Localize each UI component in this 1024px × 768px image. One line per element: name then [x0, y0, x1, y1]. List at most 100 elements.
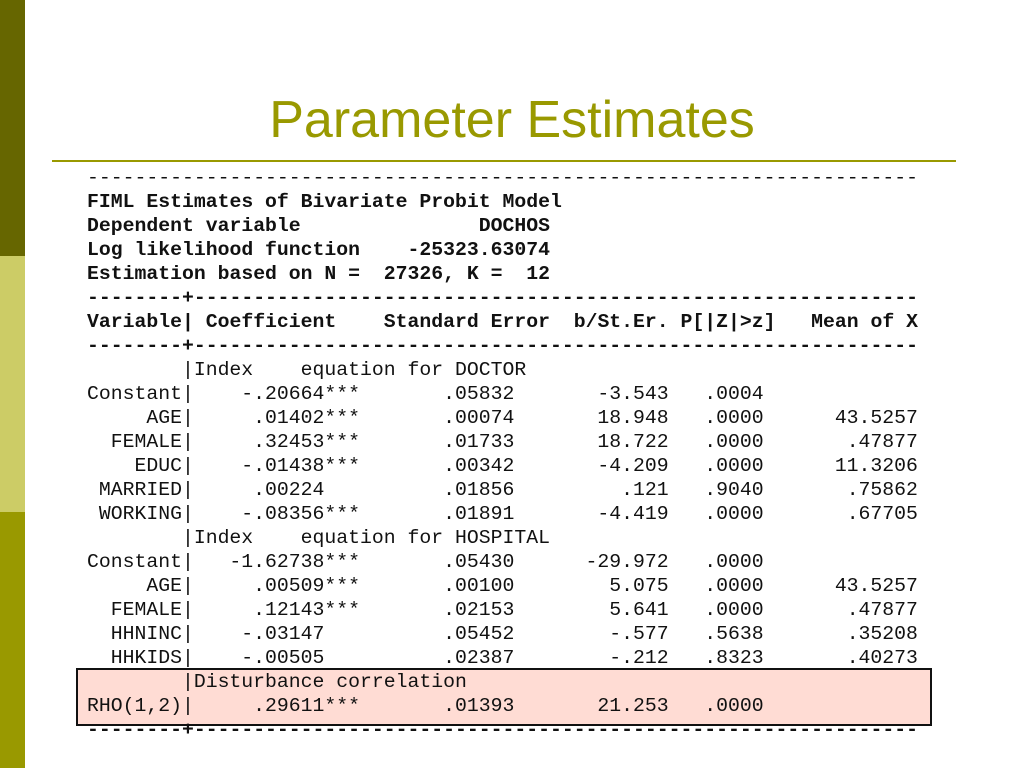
column-divider: |: [181, 383, 194, 405]
coefficient: .32453: [253, 431, 325, 453]
column-divider: |: [181, 695, 194, 717]
z-statistic: 18.722: [597, 431, 669, 453]
column-divider: |: [181, 431, 194, 453]
mean-of-x: 43.5257: [834, 407, 918, 429]
z-statistic: 18.948: [597, 407, 669, 429]
significance-stars: ***: [324, 455, 361, 477]
table-row: HHNINC | -.03147 .05452 -.577 .5638 .35208: [87, 622, 918, 646]
table-row: Constant | -1.62738 *** .05430 -29.972 .0000: [87, 550, 918, 574]
p-value: .0000: [704, 455, 764, 477]
variable-name: AGE: [146, 407, 182, 429]
p-value: .8323: [704, 647, 764, 669]
z-statistic: 5.075: [609, 575, 669, 597]
column-divider: |: [181, 599, 194, 621]
p-value: .9040: [704, 479, 764, 501]
p-value: .0000: [704, 551, 764, 573]
sidebar-accent-dark: [0, 0, 25, 256]
separator-line: --------+-------------------------------…: [87, 335, 918, 357]
slide-title: Parameter Estimates: [269, 91, 755, 149]
column-divider: |: [181, 407, 194, 429]
z-statistic: -3.543: [597, 383, 669, 405]
column-divider: |: [181, 623, 194, 645]
section-label: |Index equation for HOSPITAL: [181, 527, 550, 549]
variable-name: FEMALE: [110, 599, 182, 621]
standard-error: .01393: [443, 695, 515, 717]
z-statistic: -.577: [609, 623, 669, 645]
coefficient: .01402: [253, 407, 325, 429]
standard-error: .02387: [443, 647, 515, 669]
standard-error: .05452: [443, 623, 515, 645]
standard-error: .05430: [443, 551, 515, 573]
z-statistic: 5.641: [609, 599, 669, 621]
z-statistic: -4.419: [597, 503, 669, 525]
table-row: RHO(1,2) | .29611 *** .01393 21.253 .0000: [87, 694, 918, 718]
variable-name: Constant: [87, 383, 182, 405]
standard-error: .02153: [443, 599, 515, 621]
p-value: .0000: [704, 599, 764, 621]
variable-name: EDUC: [134, 455, 182, 477]
standard-error: .05832: [443, 383, 515, 405]
dash-line: --------+-------------------------------…: [87, 719, 918, 741]
column-divider: |: [181, 575, 194, 597]
p-value: .0000: [704, 575, 764, 597]
p-value: .0000: [704, 695, 764, 717]
variable-name: MARRIED: [98, 479, 182, 501]
significance-stars: ***: [324, 599, 361, 621]
mean-of-x: 11.3206: [834, 455, 918, 477]
variable-name: Constant: [87, 551, 182, 573]
highlight-box: [76, 668, 932, 726]
table-row: AGE | .01402 *** .00074 18.948 .0000 43.5257: [87, 406, 918, 430]
coefficient: .00224: [253, 479, 325, 501]
variable-name: WORKING: [98, 503, 182, 525]
mean-of-x: .75862: [846, 479, 918, 501]
variable-name: FEMALE: [110, 431, 182, 453]
p-value: .0000: [704, 431, 764, 453]
z-statistic: -29.972: [585, 551, 669, 573]
table-row: FEMALE | .32453 *** .01733 18.722 .0000 .47877: [87, 430, 918, 454]
mean-of-x: .67705: [846, 503, 918, 525]
coefficient: -1.62738: [229, 551, 325, 573]
coefficient: .12143: [253, 599, 325, 621]
title-divider: [52, 160, 956, 162]
standard-error: .00074: [443, 407, 515, 429]
significance-stars: ***: [324, 383, 361, 405]
mean-of-x: 43.5257: [834, 575, 918, 597]
mean-of-x: .47877: [846, 599, 918, 621]
significance-stars: ***: [324, 551, 361, 573]
coefficient: -.03147: [241, 623, 325, 645]
coefficient: .29611: [253, 695, 325, 717]
coefficient: -.00505: [241, 647, 325, 669]
table-row: AGE | .00509 *** .00100 5.075 .0000 43.5257: [87, 574, 918, 598]
coefficient: -.20664: [241, 383, 325, 405]
variable-name: RHO(1,2): [87, 695, 182, 717]
coefficient: .00509: [253, 575, 325, 597]
section-label: |Index equation for DOCTOR: [181, 359, 527, 381]
estimation-sample: Estimation based on N = 27326, K = 12: [87, 263, 550, 285]
table-row: HHKIDS | -.00505 .02387 -.212 .8323 .40273: [87, 646, 918, 670]
column-divider: |: [181, 551, 194, 573]
p-value: .5638: [704, 623, 764, 645]
column-divider: |: [181, 455, 194, 477]
mean-of-x: .47877: [846, 431, 918, 453]
standard-error: .00342: [443, 455, 515, 477]
column-divider: |: [181, 503, 194, 525]
p-value: .0000: [704, 503, 764, 525]
significance-stars: ***: [324, 431, 361, 453]
standard-error: .01891: [443, 503, 515, 525]
table-row: Constant | -.20664 *** .05832 -3.543 .0004: [87, 382, 918, 406]
table-row: MARRIED | .00224 .01856 .121 .9040 .75862: [87, 478, 918, 502]
z-statistic: .121: [621, 479, 669, 501]
sidebar-accent-light: [0, 256, 25, 512]
dash-line: ----------------------------------------…: [87, 167, 918, 189]
coefficient: -.08356: [241, 503, 325, 525]
z-statistic: -4.209: [597, 455, 669, 477]
dependent-variable: Dependent variable DOCHOS: [87, 215, 550, 237]
table-row: WORKING | -.08356 *** .01891 -4.419 .0000 .6770…: [87, 502, 918, 526]
column-header: Variable| Coefficient Standard Error b/S…: [87, 311, 918, 333]
table-row: EDUC | -.01438 *** .00342 -4.209 .0000 11.3206: [87, 454, 918, 478]
variable-name: HHNINC: [110, 623, 182, 645]
model-title: FIML Estimates of Bivariate Probit Model: [87, 191, 562, 213]
section-label: |Disturbance correlation: [181, 671, 467, 693]
results-table: |Index equation for DOCTOR Constant | -.206…: [87, 358, 918, 718]
mean-of-x: .40273: [846, 647, 918, 669]
